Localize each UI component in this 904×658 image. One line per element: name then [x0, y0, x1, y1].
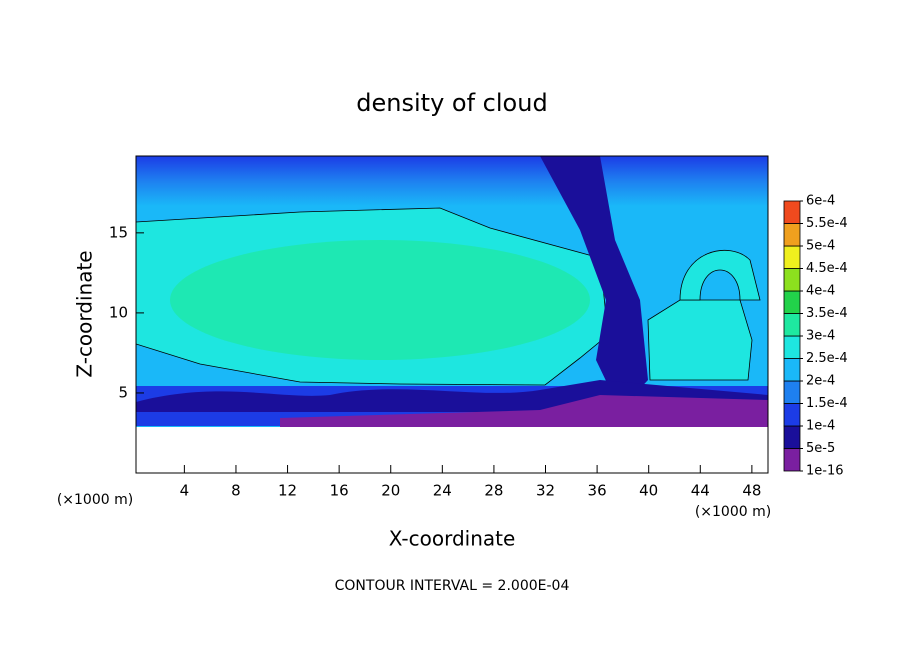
x-tick-label: 48	[742, 482, 761, 500]
x-axis-label: X-coordinate	[389, 527, 516, 551]
colorbar-box	[783, 403, 801, 427]
x-tick-label: 32	[536, 482, 555, 500]
x-tick-label: 24	[433, 482, 452, 500]
colorbar-label: 1e-16	[806, 464, 844, 479]
colorbar-box	[783, 200, 801, 224]
colorbar-label: 3.5e-4	[806, 306, 848, 321]
colorbar-label: 2.5e-4	[806, 351, 848, 366]
colorbar-box	[783, 335, 801, 359]
x-tick-label: 12	[278, 482, 297, 500]
x-tick-label: 16	[330, 482, 349, 500]
x-unit: (×1000 m)	[695, 504, 771, 520]
field	[136, 156, 768, 473]
colorbar-label: 2e-4	[806, 374, 835, 389]
colorbar-box	[783, 290, 801, 314]
x-tick-label: 44	[691, 482, 710, 500]
colorbar-label: 5e-4	[806, 239, 835, 254]
colorbar-label: 5.5e-4	[806, 216, 848, 231]
x-tick-label: 8	[231, 482, 241, 500]
colorbar-label: 4.5e-4	[806, 261, 848, 276]
x-tick-label: 40	[639, 482, 658, 500]
colorbar-label: 3e-4	[806, 329, 835, 344]
colorbar-label: 4e-4	[806, 284, 835, 299]
colorbar-label: 1.5e-4	[806, 396, 848, 411]
colorbar-box	[783, 448, 801, 472]
x-tick-label: 20	[381, 482, 400, 500]
colorbar-box	[783, 268, 801, 292]
colorbar-box	[783, 425, 801, 449]
colorbar-box	[783, 245, 801, 269]
colorbar-box	[783, 380, 801, 404]
x-tick-label: 28	[484, 482, 503, 500]
plot-frame	[135, 155, 769, 474]
y-tick-label: 10	[109, 303, 128, 321]
footnote: CONTOUR INTERVAL = 2.000E-04	[335, 578, 570, 594]
colorbar-label: 5e-5	[806, 441, 835, 456]
colorbar-box	[783, 358, 801, 382]
colorbar-label: 6e-4	[806, 194, 835, 209]
x-tick-label: 4	[180, 482, 190, 500]
x-tick-label: 36	[588, 482, 607, 500]
colorbar-box	[783, 313, 801, 337]
chart-title: density of cloud	[356, 89, 547, 117]
colorbar-box	[783, 223, 801, 247]
y-axis-label: Z-coordinate	[73, 250, 97, 377]
colorbar-label: 1e-4	[806, 419, 835, 434]
y-tick-label: 15	[109, 223, 128, 241]
y-tick-label: 5	[118, 383, 128, 401]
y-unit: (×1000 m)	[57, 492, 133, 508]
